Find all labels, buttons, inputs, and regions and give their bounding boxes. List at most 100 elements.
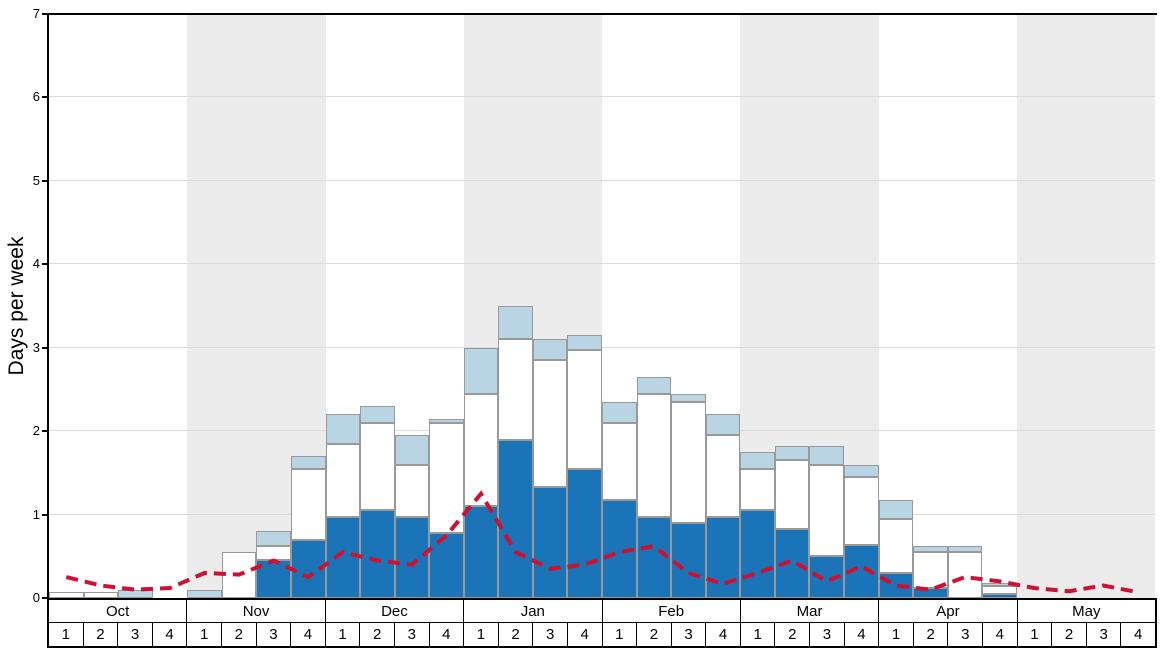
week-label: 1 xyxy=(187,623,222,646)
y-tick-mark xyxy=(42,346,49,349)
y-tick-mark xyxy=(42,513,49,516)
y-tick-label: 3 xyxy=(32,339,40,355)
bar-segment-white-days xyxy=(532,360,568,488)
week-label: 3 xyxy=(948,623,984,646)
bar-segment-light-blue-days xyxy=(118,589,153,598)
bar-segment-dark-blue-days xyxy=(567,468,602,598)
bar-segment-light-blue-days xyxy=(394,435,430,465)
week-label: 2 xyxy=(914,623,949,646)
bar-segment-dark-blue-days xyxy=(913,588,948,598)
bar-segment-white-days xyxy=(636,393,672,518)
line-overlay xyxy=(65,490,1139,595)
week-label: 4 xyxy=(1134,626,1143,643)
week-label: 1 xyxy=(326,623,361,646)
gridline xyxy=(49,263,1155,265)
bar-segment-light-blue-days xyxy=(913,546,948,553)
bar-segment-dark-blue-days xyxy=(498,439,533,598)
bar-segment-dark-blue-days xyxy=(532,487,568,598)
y-tick-mark xyxy=(42,430,49,433)
week-label: 1 xyxy=(49,623,84,646)
y-tick-label: 6 xyxy=(32,89,40,105)
y-tick-mark xyxy=(42,96,49,99)
week-label: 4 xyxy=(568,623,603,646)
y-tick-label: 1 xyxy=(32,506,40,522)
bar-segment-dark-blue-days xyxy=(982,593,1017,598)
plot-top-border xyxy=(47,13,1157,15)
bar-segment-light-blue-days xyxy=(740,452,775,469)
y-tick-label: 0 xyxy=(32,590,40,605)
week-label: 4 xyxy=(983,623,1018,646)
bar-segment-light-blue-days xyxy=(843,464,879,478)
week-label: 2 xyxy=(499,623,534,646)
week-label: 4 xyxy=(291,623,326,646)
week-label: 1 xyxy=(741,623,776,646)
bar-segment-light-blue-days xyxy=(671,393,706,402)
bar-segment-white-days xyxy=(740,468,775,511)
bar-segment-light-blue-days xyxy=(256,531,291,547)
bar-segment-dark-blue-days xyxy=(463,506,499,598)
week-label: 3 xyxy=(672,623,707,646)
bar-segment-light-blue-days xyxy=(187,589,222,598)
bar-segment-light-blue-days xyxy=(325,414,361,444)
week-label: 2 xyxy=(1052,623,1087,646)
bar-segment-white-days xyxy=(463,393,499,507)
bar-segment-light-blue-days xyxy=(878,500,914,519)
bar-segment-dark-blue-days xyxy=(429,532,464,598)
bar-segment-white-days xyxy=(290,468,326,540)
y-tick-mark xyxy=(42,179,49,182)
y-tick-mark xyxy=(42,263,49,266)
month-label: May xyxy=(1072,602,1101,620)
red-dashed-line xyxy=(65,490,1139,595)
week-label: 3 xyxy=(395,623,430,646)
y-tick-mark xyxy=(42,597,49,599)
bar-segment-light-blue-days xyxy=(636,376,672,394)
bar-segment-white-days xyxy=(705,435,741,518)
gridline xyxy=(49,179,1155,181)
y-tick-label: 5 xyxy=(32,172,40,188)
month-label: Feb xyxy=(603,600,741,622)
y-tick-label: 2 xyxy=(32,423,40,439)
bar-segment-white-days xyxy=(947,552,983,598)
bar-segment-white-days xyxy=(671,401,706,523)
bar-segment-light-blue-days xyxy=(532,339,568,361)
week-label: 3 xyxy=(257,623,292,646)
bar-segment-light-blue-days xyxy=(567,335,602,351)
week-label: 3 xyxy=(533,623,568,646)
month-label: Nov xyxy=(187,600,326,622)
week-label: 1 xyxy=(603,623,638,646)
bar-segment-dark-blue-days xyxy=(705,517,741,598)
bar-segment-white-days xyxy=(394,464,430,518)
bar-segment-white-days xyxy=(982,585,1017,594)
bar-segment-white-days xyxy=(325,443,361,518)
bar-segment-white-days xyxy=(567,350,602,469)
week-label: 4 xyxy=(706,623,741,646)
bar-segment-white-days xyxy=(49,592,84,598)
week-label: 4 xyxy=(430,623,465,646)
bar-segment-light-blue-days xyxy=(429,418,464,423)
bar-segment-white-days xyxy=(913,552,948,588)
week-label: 2 xyxy=(84,623,119,646)
y-tick-label: 7 xyxy=(32,6,40,21)
bar-segment-dark-blue-days xyxy=(740,510,775,598)
bar-segment-light-blue-days xyxy=(498,306,533,340)
bar-segment-white-days xyxy=(429,422,464,533)
bar-segment-white-days xyxy=(602,422,637,500)
week-label: 2 xyxy=(637,623,672,646)
y-axis-line xyxy=(47,13,49,598)
bar-segment-white-days xyxy=(774,460,810,529)
month-label: Oct xyxy=(49,600,188,622)
bar-segment-dark-blue-days xyxy=(671,522,706,598)
bar-segment-light-blue-days xyxy=(947,546,983,553)
bar-segment-dark-blue-days xyxy=(394,517,430,598)
week-label: 3 xyxy=(810,623,845,646)
bar-segment-white-days xyxy=(360,422,395,511)
bar-segment-dark-blue-days xyxy=(360,510,395,598)
week-label: 1 xyxy=(1018,623,1053,646)
bar-segment-light-blue-days xyxy=(774,446,810,461)
month-label: Apr xyxy=(879,600,1018,622)
month-label: Dec xyxy=(326,600,465,622)
bar-segment-white-days xyxy=(809,464,844,557)
